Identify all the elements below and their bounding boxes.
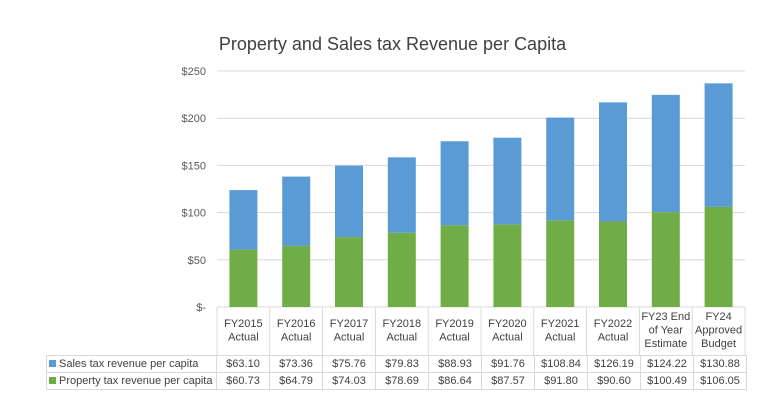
bar-sales-tax — [282, 176, 311, 246]
data-label-cell: $124.22 — [640, 355, 694, 373]
bar-sales-tax — [546, 117, 575, 221]
y-tick-label: $250 — [182, 66, 206, 78]
bar-sales-tax — [335, 165, 363, 238]
data-label-cell: $64.79 — [269, 372, 323, 390]
bar-sales-tax — [229, 190, 258, 250]
data-label-cell: $91.80 — [534, 372, 588, 390]
x-tick-label: FY2019 — [435, 318, 474, 330]
x-tick-label: FY2022 — [594, 318, 633, 330]
bar-sales-tax — [704, 83, 733, 207]
data-label-cell: $73.36 — [269, 355, 323, 373]
x-tick-label: Actual — [545, 332, 576, 344]
x-tick-label: Actual — [228, 332, 259, 344]
table-row: Property tax revenue per capita $60.73 $64… — [46, 372, 747, 390]
x-tick-label: Actual — [492, 332, 523, 344]
data-label-cell: $90.60 — [587, 372, 641, 390]
x-tick-label: FY2015 — [224, 318, 263, 330]
bar-property-tax — [493, 224, 522, 307]
bars — [229, 83, 733, 307]
data-label-cell: $60.73 — [216, 372, 270, 390]
bar-sales-tax — [651, 94, 680, 213]
x-tick-label: Actual — [598, 332, 629, 344]
data-label-cell: $88.93 — [428, 355, 482, 373]
bar-property-tax — [546, 220, 575, 307]
x-tick-label: Budget — [701, 338, 736, 350]
legend-swatch — [49, 377, 56, 384]
bar-property-tax — [440, 225, 469, 307]
data-label-cell: $74.03 — [322, 372, 376, 390]
data-label-cell: $100.49 — [640, 372, 694, 390]
x-tick-label: Actual — [334, 332, 365, 344]
series-name: Sales tax revenue per capita — [59, 358, 199, 370]
data-label-cell: $91.76 — [481, 355, 535, 373]
x-tick-label: FY24 — [705, 311, 731, 323]
bar-property-tax — [599, 221, 627, 307]
y-tick-label: $200 — [182, 113, 206, 125]
x-tick-label: Estimate — [644, 338, 687, 350]
x-tick-label: Actual — [387, 332, 418, 344]
y-tick-label: $150 — [182, 160, 206, 172]
series-legend-cell: Sales tax revenue per capita — [46, 355, 217, 373]
x-tick-label: FY2016 — [277, 318, 316, 330]
bar-property-tax — [229, 249, 258, 307]
table-row: Sales tax revenue per capita $63.10 $73.36… — [46, 355, 747, 373]
data-label-cell: $87.57 — [481, 372, 535, 390]
bar-sales-tax — [599, 102, 627, 222]
bar-sales-tax — [440, 141, 469, 226]
data-table: Sales tax revenue per capita $63.10 $73.36… — [46, 355, 747, 390]
x-axis-labels: FY2015 Actual FY2016 Actual FY2017 Actual FY20… — [224, 311, 742, 350]
data-label-cell: $79.83 — [375, 355, 429, 373]
data-label-cell: $106.05 — [693, 372, 747, 390]
series-legend-cell: Property tax revenue per capita — [46, 372, 217, 390]
bar-property-tax — [387, 232, 416, 307]
bar-property-tax — [704, 206, 733, 307]
data-label-cell: $75.76 — [322, 355, 376, 373]
data-label-cell: $108.84 — [534, 355, 588, 373]
data-label-cell: $130.88 — [693, 355, 747, 373]
x-tick-label: FY23 End — [641, 311, 690, 323]
bar-property-tax — [651, 212, 680, 307]
data-label-cell: $126.19 — [587, 355, 641, 373]
bar-sales-tax — [387, 157, 416, 233]
x-tick-label: FY2021 — [541, 318, 580, 330]
data-label-cell: $86.64 — [428, 372, 482, 390]
bar-sales-tax — [493, 137, 522, 225]
chart-title: Property and Sales tax Revenue per Capit… — [218, 34, 567, 54]
x-tick-label: FY2017 — [330, 318, 369, 330]
x-tick-label: Actual — [439, 332, 470, 344]
series-name: Property tax revenue per capita — [59, 375, 213, 387]
data-label-cell: $63.10 — [216, 355, 270, 373]
y-tick-label: $100 — [182, 208, 206, 220]
y-axis-labels: $250 $200 $150 $100 $50 $- — [182, 66, 207, 314]
bar-property-tax — [282, 245, 311, 307]
bar-property-tax — [335, 237, 363, 307]
x-tick-label: of Year — [649, 325, 684, 337]
x-tick-label: Actual — [281, 332, 312, 344]
x-tick-label: FY2020 — [488, 318, 527, 330]
y-tick-label: $- — [196, 302, 206, 314]
x-tick-label: Approved — [695, 325, 742, 337]
data-label-cell: $78.69 — [375, 372, 429, 390]
x-tick-label: FY2018 — [383, 318, 422, 330]
y-tick-label: $50 — [188, 255, 206, 267]
legend-swatch — [49, 360, 56, 367]
stacked-bar-chart: $250 $200 $150 $100 $50 $- FY2015 Actual FY2016… — [182, 66, 746, 355]
